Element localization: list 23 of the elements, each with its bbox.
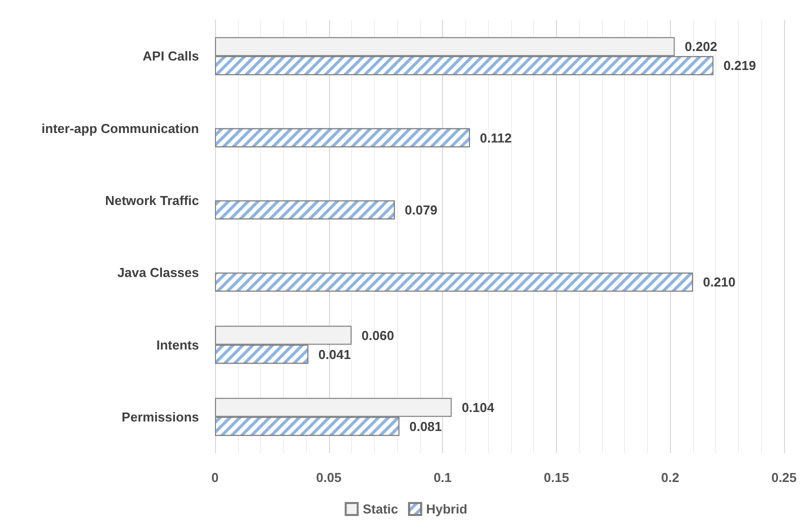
- x-tick-label: 0.15: [544, 470, 570, 485]
- y-tick-label: Java Classes: [117, 265, 199, 280]
- x-tick-label: 0: [211, 470, 219, 485]
- y-tick-label: API Calls: [142, 48, 199, 64]
- data-label: 0.041: [318, 346, 351, 362]
- x-tick-label: 0.1: [434, 470, 452, 485]
- legend-label: Static: [362, 502, 398, 516]
- x-tick-label: 0.2: [661, 470, 680, 485]
- data-label: 0.081: [409, 418, 442, 434]
- y-tick-label: Intents: [156, 337, 199, 352]
- y-tick-label: inter-app Communication: [42, 120, 200, 136]
- x-tick-label: 0.05: [316, 470, 342, 485]
- data-label: 0.219: [723, 58, 756, 74]
- legend-label: Hybrid: [426, 502, 468, 516]
- data-label: 0.104: [462, 400, 496, 415]
- data-label: 0.210: [702, 274, 736, 290]
- y-tick-label: Network Traffic: [105, 192, 199, 208]
- x-tick-label: 0.25: [771, 470, 797, 485]
- data-label: 0.112: [480, 130, 512, 146]
- data-label: 0.060: [362, 328, 394, 343]
- data-label: 0.202: [684, 39, 718, 54]
- data-label: 0.079: [404, 202, 438, 218]
- y-tick-label: Permissions: [122, 409, 199, 424]
